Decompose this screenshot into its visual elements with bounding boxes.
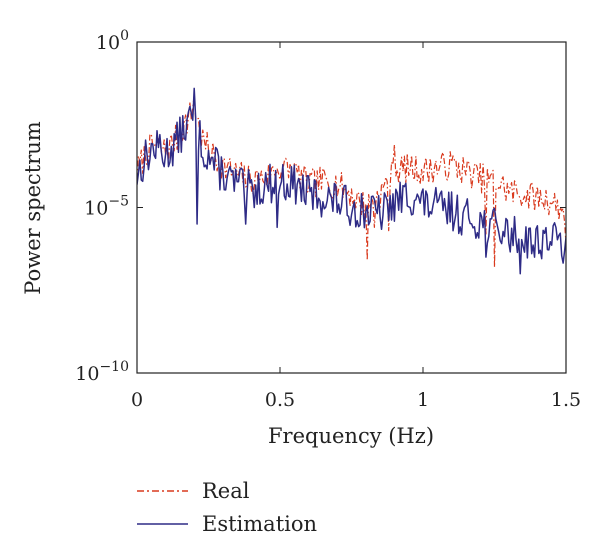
plot-frame bbox=[136, 41, 567, 374]
legend-label-estimation: Estimation bbox=[202, 512, 317, 536]
y-tick-label-base: 10 bbox=[84, 198, 108, 220]
y-tick-label-exponent: 0 bbox=[120, 28, 129, 44]
series-line-estimation bbox=[137, 87, 566, 275]
y-tick-label-base: 10 bbox=[75, 363, 99, 385]
x-tick-label: 0 bbox=[131, 389, 143, 411]
x-axis-label: Frequency (Hz) bbox=[268, 424, 434, 448]
legend-label-real: Real bbox=[202, 479, 250, 503]
x-tick-label: 1.5 bbox=[551, 389, 581, 411]
y-tick-label-exponent: −10 bbox=[99, 359, 129, 375]
y-axis-label: Power spectrum bbox=[21, 121, 45, 294]
y-tick-label-base: 10 bbox=[96, 32, 120, 54]
x-tick-label: 0.5 bbox=[265, 389, 295, 411]
legend: Real Estimation bbox=[137, 479, 317, 536]
y-tick-label-exponent: −5 bbox=[108, 194, 129, 210]
y-tick-label: 100 bbox=[96, 28, 129, 54]
y-tick-label: 10−5 bbox=[84, 194, 129, 220]
series-layer bbox=[137, 87, 566, 275]
x-tick-label: 1 bbox=[417, 389, 429, 411]
y-tick-label: 10−10 bbox=[75, 359, 129, 385]
